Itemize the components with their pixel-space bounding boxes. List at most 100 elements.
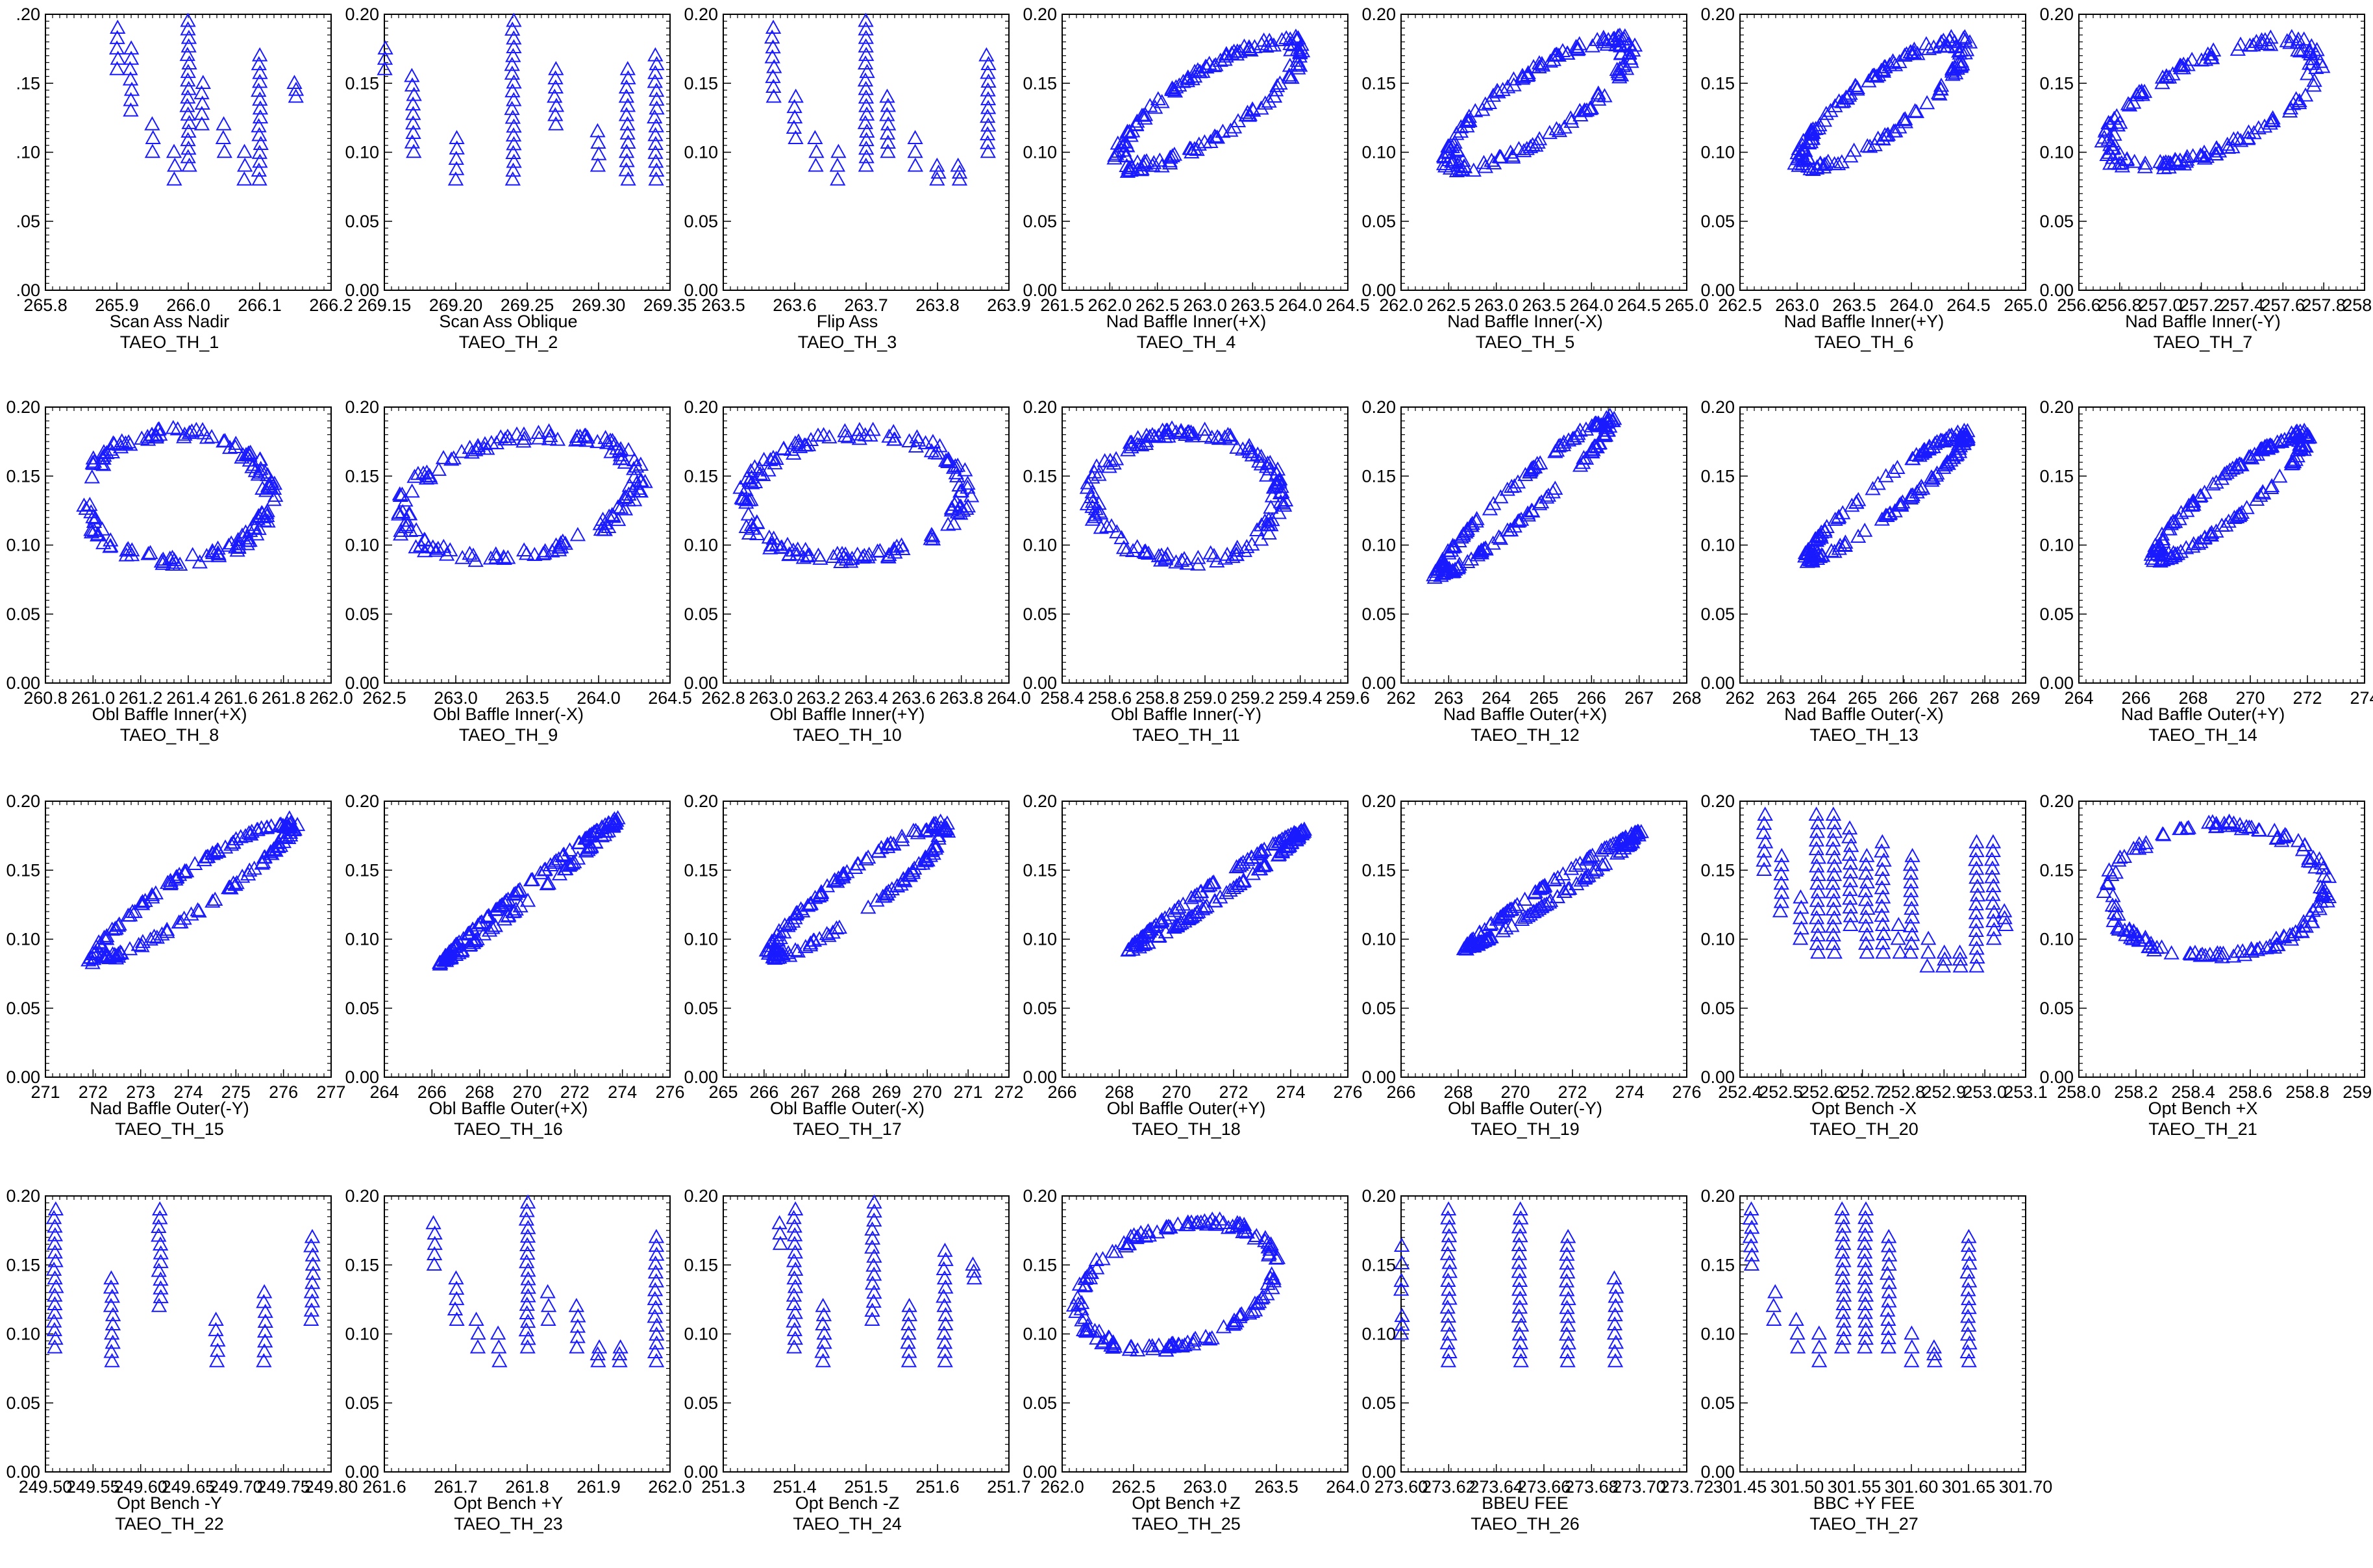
data-point: [1919, 95, 1935, 110]
scatter-plot-9: 262.5 263.0 263.5 264.0 264.50.000.050.100.1…: [345, 397, 691, 708]
data-point: [505, 904, 521, 919]
data-point: [1152, 914, 1168, 929]
data-point: [430, 540, 446, 555]
plot-frame: [2078, 406, 2365, 684]
chart-panel-5: 262.0 262.5 263.0 263.5 264.0 264.5 265.0 0.00 0…: [1356, 0, 1708, 386]
data-point: [979, 126, 996, 141]
data-point: [1261, 32, 1278, 47]
x-tick-label: 268: [831, 1082, 860, 1102]
data-point: [449, 1312, 465, 1326]
marker-group: [732, 421, 980, 569]
data-point: [1202, 1331, 1218, 1346]
data-point: [1859, 874, 1876, 889]
data-point: [512, 882, 528, 896]
data-point: [1926, 39, 1942, 54]
data-point: [47, 1296, 63, 1311]
data-point: [1959, 1264, 1976, 1279]
plot-frame: [1400, 406, 1687, 684]
y-tick-label: 0.00: [684, 1067, 718, 1087]
data-point: [251, 521, 267, 535]
x-tick-label: 263.8: [939, 688, 984, 708]
data-point: [802, 937, 819, 952]
y-tick-label: 0.15: [684, 466, 718, 486]
data-point: [1206, 128, 1223, 143]
data-point: [491, 1339, 507, 1354]
data-point: [2157, 154, 2174, 169]
data-point: [612, 447, 629, 462]
data-point: [2179, 820, 2195, 835]
data-point: [649, 1247, 665, 1261]
data-point: [1244, 849, 1260, 864]
data-point: [237, 157, 253, 172]
data-point: [1560, 1228, 1576, 1243]
data-point: [787, 942, 804, 956]
y-tick-label: 0.10: [1023, 930, 1057, 949]
data-point: [1597, 855, 1613, 870]
data-point: [1841, 820, 1858, 835]
data-point: [448, 161, 465, 175]
y-tick-label: 0.00: [345, 673, 379, 693]
plot-frame: [723, 1195, 1010, 1473]
data-point: [618, 143, 635, 158]
y-tick-label: 0.00: [1700, 1462, 1735, 1482]
data-point: [1261, 525, 1277, 540]
data-point: [1554, 43, 1571, 58]
data-point: [1809, 875, 1826, 890]
data-point: [1171, 77, 1187, 92]
data-point: [564, 855, 581, 870]
data-point: [1904, 901, 1920, 915]
data-point: [1271, 504, 1287, 519]
data-point: [2290, 427, 2306, 442]
axis-xlabel: Obl Baffle Inner(-Y): [1110, 704, 1262, 724]
data-point: [894, 832, 910, 847]
data-point: [610, 512, 627, 527]
data-point: [2096, 884, 2112, 899]
x-tick-label: 260.8: [23, 688, 68, 708]
data-point: [1179, 73, 1196, 88]
data-point: [2094, 133, 2110, 148]
data-point: [1874, 862, 1891, 876]
data-point: [1819, 519, 1835, 533]
data-point: [520, 1330, 536, 1345]
data-point: [180, 89, 196, 104]
data-point: [648, 1228, 665, 1243]
data-point: [181, 157, 197, 172]
data-point: [1118, 1238, 1134, 1253]
data-point: [620, 442, 637, 456]
data-point: [821, 928, 837, 942]
data-point: [105, 1334, 121, 1349]
data-point: [880, 97, 896, 112]
plot-frame: [45, 14, 332, 291]
chart-panel-18: 266 268 270 272 274 276 0.00 0.05 0.10 0.15 0.20 Ob…: [1017, 787, 1362, 1173]
x-tick-label: 277: [316, 1082, 345, 1102]
data-point: [173, 914, 189, 928]
data-point: [606, 814, 623, 828]
marker-group: [764, 12, 997, 186]
data-point: [404, 134, 421, 149]
x-tick-label: 262.5: [1718, 295, 1762, 315]
x-tick-label: 261.2: [119, 688, 163, 708]
data-point: [2125, 930, 2141, 945]
data-point: [234, 449, 250, 464]
data-point: [810, 547, 826, 562]
data-point: [2176, 56, 2192, 71]
data-point: [252, 100, 269, 115]
data-point: [1267, 82, 1284, 97]
data-point: [1269, 466, 1285, 480]
data-point: [2111, 918, 2128, 933]
data-point: [1834, 1244, 1850, 1259]
data-point: [1613, 832, 1630, 847]
data-point: [1253, 100, 1269, 115]
data-point: [1766, 1312, 1782, 1326]
data-point: [425, 1215, 441, 1230]
data-point: [2313, 855, 2330, 870]
data-point: [1394, 1308, 1410, 1323]
data-point: [1907, 103, 1923, 118]
data-point: [95, 443, 112, 458]
data-point: [1077, 1271, 1093, 1285]
data-point: [743, 475, 760, 490]
y-tick-label: 0.10: [1361, 930, 1396, 949]
x-tick-label: 253.1: [2004, 1082, 2048, 1102]
data-point: [1262, 1241, 1278, 1256]
data-point: [743, 517, 760, 531]
